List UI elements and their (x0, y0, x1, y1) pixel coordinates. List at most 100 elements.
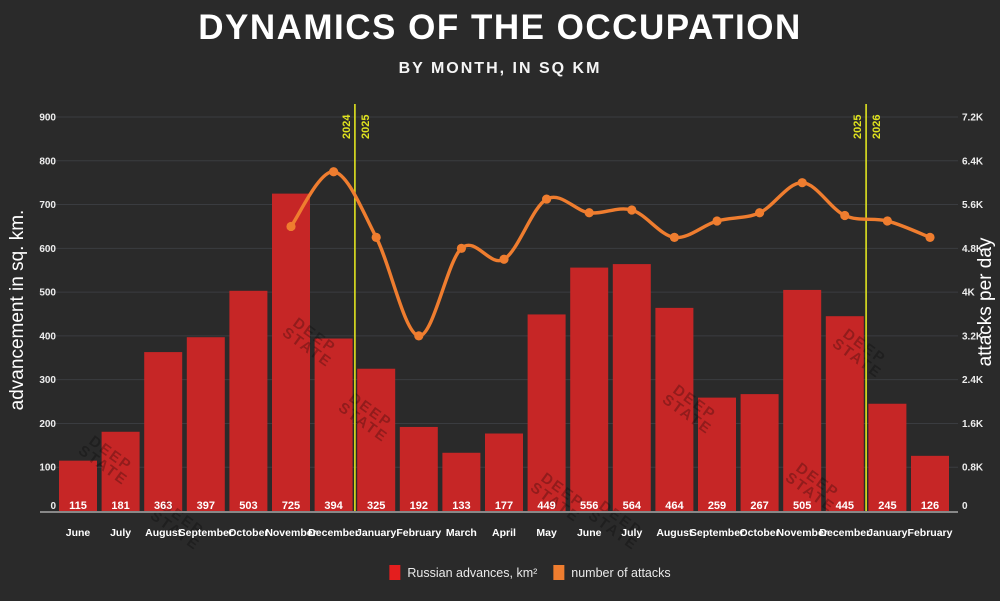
labels-layer: 115 June 181 July 363 August 397 September 503 Oc… (66, 500, 953, 539)
attacks-line-point (669, 232, 680, 242)
bar (485, 433, 523, 511)
left-tick-label: 700 (39, 200, 56, 211)
bar (186, 337, 225, 511)
legend-label-attacks: number of attacks (571, 565, 671, 580)
bar-value-label: 267 (750, 500, 768, 512)
bar-value-label: 245 (878, 500, 896, 512)
left-tick-label: 100 (39, 463, 56, 474)
month-label: January (867, 527, 907, 539)
month-label: July (621, 527, 642, 539)
right-tick-label: 3.2K (962, 331, 984, 342)
bar (698, 397, 736, 511)
month-label: November (265, 527, 316, 539)
right-tick-label: 1.6K (962, 419, 984, 430)
month-label: May (536, 527, 557, 539)
chart-title: DYNAMICS OF THE OCCUPATION (198, 8, 802, 47)
year-label: 2024 (341, 114, 353, 139)
attacks-line-point (882, 216, 893, 226)
advances-bars (59, 193, 949, 511)
bar (442, 452, 481, 511)
legend-item-attacks: number of attacks (553, 565, 671, 580)
bar (612, 264, 651, 511)
left-tick-label: 500 (39, 288, 56, 299)
left-tick-label: 0 (50, 501, 56, 512)
left-tick-label: 300 (39, 375, 56, 386)
bar (911, 455, 949, 511)
bar-value-label: 556 (580, 500, 598, 512)
advances-legend-swatch (389, 565, 401, 580)
bar (868, 403, 907, 511)
year-dividers: 2024 2025 2025 2026 (341, 104, 883, 511)
month-label: October (739, 527, 779, 539)
legend: Russian advances, km² number of attacks (389, 565, 671, 580)
attacks-line-point (712, 216, 722, 226)
attacks-line-path (289, 170, 932, 338)
month-label: December (308, 527, 359, 539)
month-label: June (66, 527, 91, 539)
bar (101, 431, 140, 511)
right-tick-label: 0.8K (962, 463, 984, 474)
attacks-line-point (499, 254, 509, 264)
month-label: July (110, 527, 131, 539)
bar-value-label: 192 (410, 500, 428, 512)
bar-value-label: 177 (495, 500, 513, 512)
bar (144, 352, 183, 511)
bar-value-label: 503 (239, 500, 257, 512)
bar (357, 368, 396, 511)
month-label: September (690, 527, 744, 539)
year-label: 2026 (871, 115, 883, 139)
bar-value-label: 325 (367, 500, 385, 512)
right-tick-label: 6.4K (962, 156, 984, 167)
month-label: August (656, 527, 693, 539)
bar-value-label: 505 (793, 500, 811, 512)
bar-value-label: 445 (836, 500, 854, 512)
attacks-legend-swatch (553, 565, 565, 580)
attacks-line-point (840, 210, 850, 221)
bar (740, 394, 779, 511)
bar (825, 316, 864, 511)
attacks-line-point (371, 232, 381, 242)
attacks-line-point (456, 243, 466, 253)
month-label: April (492, 527, 516, 539)
month-label: October (228, 527, 268, 539)
bar (229, 290, 268, 511)
attacks-line-point (797, 178, 807, 188)
bar (783, 289, 822, 511)
bar (655, 307, 694, 511)
bar-value-label: 725 (282, 500, 300, 512)
bar-value-label: 394 (324, 500, 343, 512)
month-label: September (179, 527, 233, 539)
bar-value-label: 133 (452, 500, 470, 512)
legend-item-advances: Russian advances, km² (389, 565, 537, 580)
month-label: February (908, 527, 953, 539)
bar-value-label: 259 (708, 500, 726, 512)
month-label: December (819, 527, 870, 539)
left-tick-label: 900 (39, 113, 56, 124)
bar-value-label: 449 (537, 500, 555, 512)
attacks-line-point (542, 194, 552, 204)
right-tick-label: 2.4K (962, 375, 984, 386)
right-tick-label: 5.6K (962, 200, 984, 211)
bar (527, 314, 566, 511)
bar (399, 426, 438, 511)
left-tick-label: 800 (39, 156, 56, 167)
right-tick-label: 0 (962, 501, 968, 512)
left-tick-label: 200 (39, 419, 56, 430)
right-axis-title: attacks per day (975, 237, 996, 367)
month-label: November (777, 527, 828, 539)
chart-subtitle: BY MONTH, IN SQ KM (398, 60, 602, 77)
bar-value-label: 564 (623, 500, 642, 512)
right-tick-label: 4.8K (962, 244, 984, 255)
bar (272, 193, 310, 511)
bar-value-label: 397 (197, 500, 215, 512)
bar-value-label: 115 (69, 500, 87, 512)
attacks-line-point (584, 208, 594, 218)
month-label: February (396, 527, 441, 539)
attacks-line-point (286, 221, 296, 232)
bar-value-label: 126 (921, 500, 939, 512)
legend-label-advances: Russian advances, km² (407, 565, 538, 580)
month-label: June (577, 527, 602, 539)
attacks-line-point (414, 331, 424, 341)
bar (59, 460, 97, 511)
